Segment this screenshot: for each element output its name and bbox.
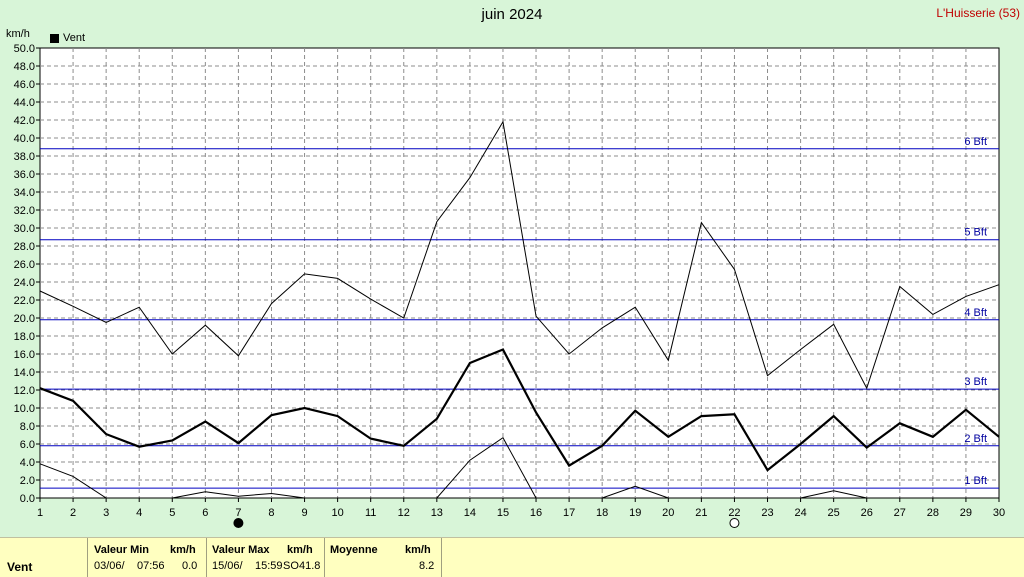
stats-max-value: 41.8: [299, 560, 321, 572]
y-tick-label: 30.0: [14, 223, 35, 235]
y-tick-label: 38.0: [14, 151, 35, 163]
x-tick-label: 6: [202, 507, 208, 519]
x-tick-label: 19: [629, 507, 641, 519]
y-tick-label: 10.0: [14, 403, 35, 415]
beaufort-label: 2 Bft: [964, 433, 987, 445]
stats-mean-unit: km/h: [405, 544, 431, 556]
y-tick-label: 36.0: [14, 169, 35, 181]
x-tick-label: 27: [894, 507, 906, 519]
y-tick-label: 26.0: [14, 259, 35, 271]
x-tick-label: 16: [530, 507, 542, 519]
y-tick-label: 50.0: [14, 43, 35, 55]
beaufort-label: 6 Bft: [964, 136, 987, 148]
x-tick-label: 23: [761, 507, 773, 519]
x-tick-label: 29: [960, 507, 972, 519]
legend-swatch: [50, 33, 59, 43]
y-tick-label: 34.0: [14, 187, 35, 199]
station-name: L'Huisserie (53): [936, 6, 1020, 20]
stats-max-title: Valeur Max: [212, 544, 270, 556]
beaufort-label: 5 Bft: [964, 227, 987, 239]
y-tick-label: 0.0: [20, 493, 35, 505]
x-tick-label: 4: [136, 507, 142, 519]
x-tick-label: 5: [169, 507, 175, 519]
beaufort-label: 1 Bft: [964, 475, 987, 487]
y-tick-label: 24.0: [14, 277, 35, 289]
stats-panel: Vent Valeur Min km/h 03/06/ 07:56 0.0 Va…: [0, 537, 1024, 577]
stats-max-unit: km/h: [287, 544, 313, 556]
x-tick-label: 18: [596, 507, 608, 519]
y-tick-label: 32.0: [14, 205, 35, 217]
stats-mean-cell: Moyenne km/h 8.2: [325, 538, 442, 577]
x-tick-label: 3: [103, 507, 109, 519]
stats-min-unit: km/h: [170, 544, 196, 556]
y-tick-label: 12.0: [14, 385, 35, 397]
y-tick-label: 44.0: [14, 97, 35, 109]
y-tick-label: 40.0: [14, 133, 35, 145]
beaufort-label: 4 Bft: [964, 307, 987, 319]
x-tick-label: 9: [301, 507, 307, 519]
y-tick-label: 46.0: [14, 79, 35, 91]
x-tick-label: 26: [861, 507, 873, 519]
x-tick-label: 24: [794, 507, 806, 519]
legend-label: Vent: [63, 32, 86, 44]
x-tick-label: 17: [563, 507, 575, 519]
moon-new-icon: [233, 518, 244, 528]
stats-max-date: 15/06/: [212, 560, 243, 572]
y-tick-label: 42.0: [14, 115, 35, 127]
y-tick-label: 16.0: [14, 349, 35, 361]
y-tick-label: 8.0: [20, 421, 35, 433]
y-tick-label: 20.0: [14, 313, 35, 325]
series-line-min: [39, 436, 999, 499]
stats-mean-title: Moyenne: [330, 544, 378, 556]
y-tick-label: 14.0: [14, 367, 35, 379]
stats-min-value: 0.0: [182, 560, 198, 572]
stats-min-time: 07:56: [137, 560, 165, 572]
stats-min-cell: Valeur Min km/h 03/06/ 07:56 0.0: [88, 538, 207, 577]
x-tick-label: 13: [431, 507, 443, 519]
stats-min-title: Valeur Min: [94, 544, 150, 556]
series-line-mean: [39, 348, 1000, 472]
y-tick-label: 18.0: [14, 331, 35, 343]
x-tick-label: 14: [464, 507, 476, 519]
beaufort-label: 3 Bft: [964, 376, 987, 388]
chart-title: juin 2024: [481, 6, 543, 23]
stats-row-label-cell: Vent: [0, 538, 88, 577]
stats-max-time: 15:59: [255, 560, 283, 572]
y-tick-label: 2.0: [20, 475, 35, 487]
y-tick-label: 28.0: [14, 241, 35, 253]
x-tick-label: 21: [695, 507, 707, 519]
stats-row-label: Vent: [7, 560, 33, 574]
x-tick-label: 22: [728, 507, 740, 519]
x-tick-label: 30: [993, 507, 1005, 519]
y-tick-label: 48.0: [14, 61, 35, 73]
x-tick-label: 1: [37, 507, 43, 519]
moon-full-icon: [729, 518, 740, 528]
y-tick-label: 4.0: [20, 457, 35, 469]
y-axis-label: km/h: [6, 28, 30, 40]
x-tick-label: 25: [828, 507, 840, 519]
stats-mean-value: 8.2: [419, 560, 435, 572]
x-tick-label: 10: [331, 507, 343, 519]
series-line-max: [39, 120, 1000, 390]
x-tick-label: 12: [398, 507, 410, 519]
chart: 1 Bft 2 Bft 3 Bft 4 Bft 5 Bft 6 Bft 0.0 2.0 4.0…: [14, 43, 1005, 528]
x-tick-label: 20: [662, 507, 674, 519]
x-tick-label: 2: [70, 507, 76, 519]
stats-max-dir: SO: [283, 560, 299, 572]
x-tick-label: 11: [365, 507, 376, 519]
x-tick-label: 7: [235, 507, 241, 519]
plot-area: [39, 47, 1000, 499]
y-tick-label: 22.0: [14, 295, 35, 307]
stats-min-date: 03/06/: [94, 560, 125, 572]
stats-max-cell: Valeur Max km/h 15/06/ 15:59 SO 41.8: [207, 538, 325, 577]
x-tick-label: 8: [268, 507, 274, 519]
x-tick-label: 15: [497, 507, 509, 519]
x-tick-label: 28: [927, 507, 939, 519]
y-tick-label: 6.0: [20, 439, 35, 451]
legend: Vent: [50, 32, 85, 44]
